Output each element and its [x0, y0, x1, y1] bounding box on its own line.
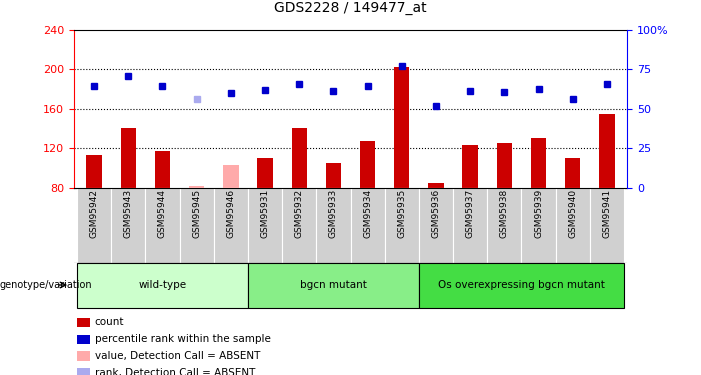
Bar [453, 188, 487, 262]
Bar [531, 138, 546, 188]
Text: GSM95932: GSM95932 [294, 189, 304, 238]
Bar [77, 262, 248, 308]
Bar [599, 114, 615, 188]
Bar [248, 262, 419, 308]
Bar [590, 188, 624, 262]
Bar [282, 188, 316, 262]
Text: GSM95935: GSM95935 [397, 189, 407, 238]
Text: GDS2228 / 149477_at: GDS2228 / 149477_at [274, 1, 427, 15]
Bar [77, 188, 111, 262]
Text: Os overexpressing bgcn mutant: Os overexpressing bgcn mutant [438, 280, 605, 290]
Bar [86, 155, 102, 188]
Text: GSM95946: GSM95946 [226, 189, 236, 238]
Bar [326, 163, 341, 188]
Bar [155, 151, 170, 188]
Bar [350, 188, 385, 262]
Text: GSM95941: GSM95941 [602, 189, 611, 238]
Bar [556, 188, 590, 262]
Bar [189, 186, 205, 188]
Text: GSM95931: GSM95931 [261, 189, 270, 238]
Bar [223, 165, 238, 188]
Text: GSM95940: GSM95940 [569, 189, 577, 238]
Text: count: count [95, 317, 124, 327]
Bar [360, 141, 375, 188]
Bar [214, 188, 248, 262]
Bar [385, 188, 419, 262]
Text: GSM95942: GSM95942 [90, 189, 99, 238]
Bar [394, 68, 409, 188]
Bar [257, 158, 273, 188]
Bar [522, 188, 556, 262]
Bar [419, 188, 453, 262]
Text: value, Detection Call = ABSENT: value, Detection Call = ABSENT [95, 351, 260, 361]
Text: rank, Detection Call = ABSENT: rank, Detection Call = ABSENT [95, 368, 255, 375]
Bar [565, 158, 580, 188]
Bar [111, 188, 145, 262]
Bar [121, 128, 136, 188]
Text: wild-type: wild-type [138, 280, 186, 290]
Text: GSM95945: GSM95945 [192, 189, 201, 238]
Text: GSM95936: GSM95936 [431, 189, 440, 238]
Text: bgcn mutant: bgcn mutant [300, 280, 367, 290]
Bar [179, 188, 214, 262]
Bar [292, 128, 307, 188]
Text: genotype/variation: genotype/variation [0, 280, 93, 290]
Text: GSM95937: GSM95937 [465, 189, 475, 238]
Text: GSM95938: GSM95938 [500, 189, 509, 238]
Bar [248, 188, 282, 262]
Text: GSM95933: GSM95933 [329, 189, 338, 238]
Text: percentile rank within the sample: percentile rank within the sample [95, 334, 271, 344]
Text: GSM95944: GSM95944 [158, 189, 167, 238]
Bar [145, 188, 179, 262]
Bar [316, 188, 350, 262]
Bar [496, 143, 512, 188]
Text: GSM95934: GSM95934 [363, 189, 372, 238]
Bar [463, 145, 478, 188]
Bar [419, 262, 624, 308]
Bar [487, 188, 522, 262]
Text: GSM95939: GSM95939 [534, 189, 543, 238]
Bar [428, 183, 444, 188]
Text: GSM95943: GSM95943 [124, 189, 132, 238]
